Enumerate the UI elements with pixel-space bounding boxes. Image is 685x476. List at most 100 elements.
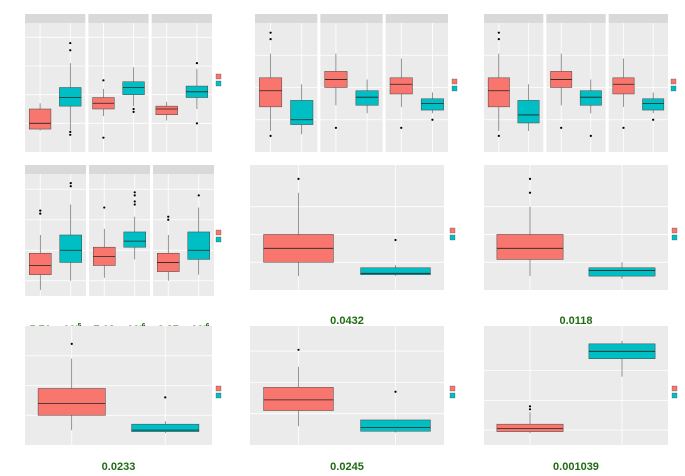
box-G xyxy=(517,100,540,124)
box-G xyxy=(355,90,379,106)
outlier-point xyxy=(69,182,72,185)
legend-key xyxy=(670,85,677,92)
outlier-point xyxy=(269,38,272,41)
box-A xyxy=(259,77,283,108)
outlier-point xyxy=(269,134,272,137)
outlier-point xyxy=(528,191,532,194)
box-G xyxy=(290,100,314,125)
p-value: 0.0432 xyxy=(330,315,364,327)
facet xyxy=(484,326,668,445)
legend-key xyxy=(451,85,458,92)
facet xyxy=(25,14,86,152)
panel-b: 2.99 x 10-53.13 x 10-58.45 x 10-7 xyxy=(255,14,458,191)
facet xyxy=(25,165,86,296)
outlier-point xyxy=(103,206,106,209)
outlier-point xyxy=(69,130,72,134)
outlier-point xyxy=(69,133,72,136)
box-G xyxy=(360,419,431,432)
legend-key xyxy=(671,227,678,234)
facet xyxy=(250,326,444,445)
facet xyxy=(546,14,606,152)
box-G xyxy=(588,267,656,277)
outlier-point xyxy=(167,215,170,218)
p-value: 0.001039 xyxy=(553,461,599,473)
facet-strip xyxy=(385,14,448,23)
outlier-point xyxy=(132,107,135,111)
facet xyxy=(89,165,150,296)
box-A xyxy=(612,77,635,95)
facet xyxy=(25,326,212,445)
panel-i: 0.001039 xyxy=(484,326,678,473)
box-C xyxy=(37,388,106,416)
outlier-point xyxy=(167,218,170,221)
legend-key xyxy=(449,234,456,241)
outlier-point xyxy=(69,49,72,52)
box-G xyxy=(131,423,200,432)
box-T xyxy=(59,87,82,107)
outlier-point xyxy=(652,118,655,121)
panel-c: 2.40 x 10-64.42 x 10-68.29 x 10-8 xyxy=(484,14,677,191)
facet-strip xyxy=(320,14,383,23)
box-C xyxy=(29,253,52,275)
legend-key xyxy=(449,385,456,392)
outlier-point xyxy=(133,203,136,206)
outlier-point xyxy=(102,136,105,139)
panel-a: 2.09 x 10-52.34 x 10-55.94 x 10-7 xyxy=(25,14,222,191)
legend-key xyxy=(215,385,222,392)
outlier-point xyxy=(69,41,72,45)
outlier-point xyxy=(622,126,625,129)
outlier-point xyxy=(394,238,397,242)
outlier-point xyxy=(132,110,135,113)
facet xyxy=(484,165,668,290)
facet xyxy=(484,14,544,152)
outlier-point xyxy=(39,209,42,212)
box-A xyxy=(389,77,413,95)
outlier-point xyxy=(133,200,136,203)
outlier-point xyxy=(431,118,434,121)
p-value-mantissa: 0.0233 xyxy=(102,461,136,473)
outlier-point xyxy=(102,79,105,82)
facet xyxy=(608,14,668,152)
outlier-point xyxy=(528,405,532,408)
facet xyxy=(151,14,212,152)
box-T xyxy=(59,234,82,263)
box-T xyxy=(187,231,210,260)
facet-strip xyxy=(88,14,149,23)
facet xyxy=(250,165,444,290)
legend-key xyxy=(215,229,222,236)
panel-e: 0.0432 xyxy=(250,165,456,327)
panel-h: 0.0245 xyxy=(250,326,456,473)
p-value: 0.0118 xyxy=(559,315,592,327)
legend-key xyxy=(215,392,222,399)
p-value-mantissa: 0.0432 xyxy=(330,315,364,327)
box-G xyxy=(642,98,665,111)
box-A xyxy=(496,423,564,432)
outlier-point xyxy=(528,177,532,180)
facet-strip xyxy=(25,14,86,23)
facet xyxy=(88,14,149,152)
facet-strip xyxy=(484,14,544,23)
p-value-mantissa: 0.0118 xyxy=(559,315,592,327)
outlier-point xyxy=(195,122,199,125)
outlier-point xyxy=(334,126,338,129)
facet-strip xyxy=(151,14,212,23)
outlier-point xyxy=(39,212,42,215)
p-value: 0.0245 xyxy=(330,461,364,473)
outlier-point xyxy=(497,38,500,41)
outlier-point xyxy=(589,134,592,137)
outlier-point xyxy=(297,177,300,180)
outlier-point xyxy=(197,194,200,197)
outlier-point xyxy=(497,134,500,137)
facet-strip xyxy=(153,165,214,174)
outlier-point xyxy=(394,390,397,393)
facet-strip xyxy=(89,165,150,174)
legend-key xyxy=(215,80,222,87)
facet xyxy=(385,14,448,152)
box-A xyxy=(496,234,564,260)
box-G xyxy=(420,98,444,111)
box-T xyxy=(123,231,146,248)
legend-key xyxy=(449,392,456,399)
facet-strip xyxy=(608,14,668,23)
facet-strip xyxy=(255,14,318,23)
